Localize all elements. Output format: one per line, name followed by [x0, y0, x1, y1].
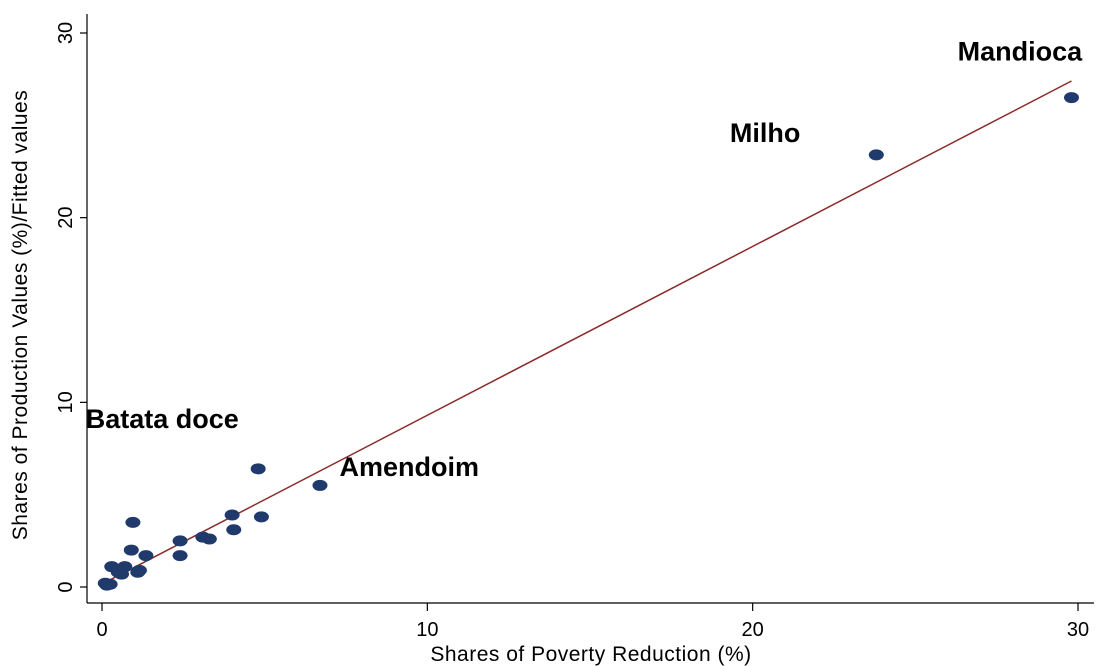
x-tick-label: 20 — [742, 619, 764, 641]
fitted-values-line-series — [104, 80, 1072, 584]
data-point — [253, 511, 269, 523]
x-ticks: 0 10 20 30 — [96, 603, 1089, 641]
data-point — [224, 509, 240, 521]
x-tick-label: 10 — [416, 619, 438, 641]
y-tick-label: 30 — [55, 22, 77, 44]
data-point — [123, 544, 139, 556]
data-point — [1063, 92, 1079, 104]
data-point — [99, 579, 115, 591]
data-point — [125, 516, 141, 528]
data-point — [117, 561, 133, 573]
scatter-points — [97, 92, 1079, 591]
data-point — [226, 524, 242, 536]
point-annotation: Amendoim — [339, 452, 479, 482]
y-ticks: 0 10 20 30 — [55, 22, 87, 593]
point-annotation: Mandioca — [958, 37, 1084, 67]
x-tick-label: 30 — [1067, 619, 1089, 641]
axes: 0 10 20 30 0 10 20 30 — [55, 14, 1094, 641]
data-point — [250, 463, 266, 475]
x-axis-title: Shares of Poverty Reduction (%) — [430, 643, 751, 666]
point-annotation: Milho — [730, 118, 800, 148]
data-point — [172, 550, 188, 562]
y-tick-label: 10 — [55, 391, 77, 413]
point-annotation: Batata doce — [86, 404, 239, 434]
data-point — [172, 535, 188, 547]
y-axis-title: Shares of Production Values (%)/Fitted v… — [9, 90, 32, 541]
data-point — [201, 533, 217, 545]
data-point — [868, 149, 884, 161]
annotations: Mandioca Milho Amendoim Batata doce — [86, 37, 1083, 483]
data-point — [131, 564, 147, 576]
x-tick-label: 0 — [96, 619, 107, 641]
y-tick-label: 20 — [55, 207, 77, 229]
fitted-values-line — [104, 80, 1072, 584]
y-tick-label: 0 — [55, 581, 77, 592]
data-point — [312, 479, 328, 491]
data-point — [138, 550, 154, 562]
